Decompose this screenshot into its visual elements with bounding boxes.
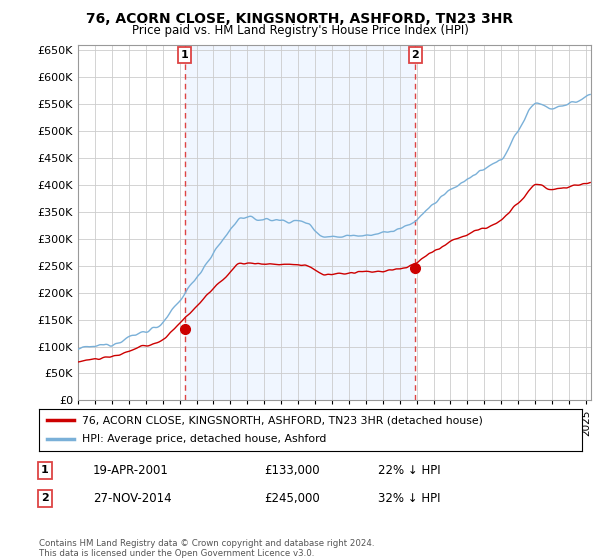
Text: 22% ↓ HPI: 22% ↓ HPI [378, 464, 440, 477]
Text: £133,000: £133,000 [264, 464, 320, 477]
Text: Price paid vs. HM Land Registry's House Price Index (HPI): Price paid vs. HM Land Registry's House … [131, 24, 469, 36]
Text: Contains HM Land Registry data © Crown copyright and database right 2024.
This d: Contains HM Land Registry data © Crown c… [39, 539, 374, 558]
Text: 76, ACORN CLOSE, KINGSNORTH, ASHFORD, TN23 3HR (detached house): 76, ACORN CLOSE, KINGSNORTH, ASHFORD, TN… [82, 415, 484, 425]
Text: HPI: Average price, detached house, Ashford: HPI: Average price, detached house, Ashf… [82, 435, 327, 445]
Text: 76, ACORN CLOSE, KINGSNORTH, ASHFORD, TN23 3HR: 76, ACORN CLOSE, KINGSNORTH, ASHFORD, TN… [86, 12, 514, 26]
Text: £245,000: £245,000 [264, 492, 320, 505]
Bar [185, 45, 415, 400]
Text: 2: 2 [41, 493, 49, 503]
Text: 27-NOV-2014: 27-NOV-2014 [93, 492, 172, 505]
Text: 1: 1 [181, 50, 188, 60]
Text: 1: 1 [41, 465, 49, 475]
Text: 19-APR-2001: 19-APR-2001 [93, 464, 169, 477]
Text: 32% ↓ HPI: 32% ↓ HPI [378, 492, 440, 505]
Text: 2: 2 [412, 50, 419, 60]
